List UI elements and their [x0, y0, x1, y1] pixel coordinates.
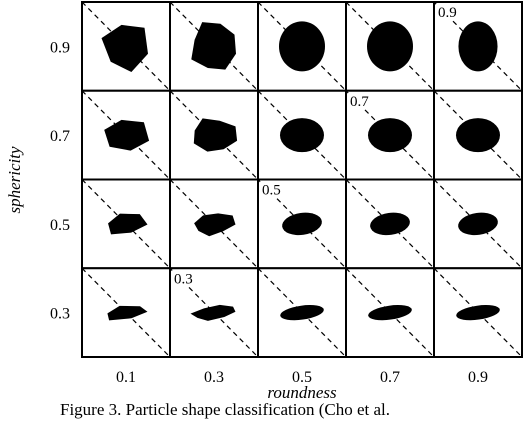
x-tick-label: 0.3 — [204, 369, 224, 386]
diagonal — [169, 90, 259, 180]
diagonal-label: 0.9 — [438, 5, 457, 21]
particle — [458, 21, 498, 72]
diagonal — [257, 267, 347, 358]
diagonal — [257, 1, 347, 92]
y-tick-label: 0.7 — [50, 128, 70, 145]
x-tick-label: 0.5 — [292, 369, 312, 386]
particle — [368, 118, 412, 153]
particle — [456, 118, 500, 153]
particle — [191, 22, 236, 70]
diagonal — [169, 1, 259, 92]
diagonal — [433, 267, 523, 358]
particle — [194, 213, 236, 237]
diagonal-label-bg — [348, 92, 374, 109]
diagonal — [81, 267, 171, 358]
diagonal — [345, 267, 435, 358]
particle — [458, 212, 498, 236]
diagonal — [345, 179, 435, 269]
diagonal-label-bg — [260, 181, 286, 198]
y-tick-label: 0.9 — [50, 39, 70, 56]
diagonal-label-bg — [436, 4, 462, 20]
diagonal — [257, 90, 347, 180]
diagonal — [433, 179, 523, 269]
y-tick-label: 0.3 — [50, 306, 70, 323]
x-axis-title: roundness — [267, 383, 337, 402]
particle — [107, 305, 148, 321]
particle — [104, 119, 150, 151]
x-tick-label: 0.9 — [468, 369, 488, 386]
y-tick-label: 0.5 — [50, 217, 70, 234]
particle — [279, 21, 325, 72]
diagonal-label: 0.5 — [262, 183, 281, 199]
particle — [108, 213, 148, 235]
particle — [190, 304, 236, 321]
y-axis-title: sphericity — [5, 146, 24, 213]
diagonal — [81, 1, 171, 92]
x-tick-label: 0.1 — [116, 369, 136, 386]
particle — [101, 24, 148, 72]
diagonal — [81, 179, 171, 269]
diagonal-label: 0.7 — [350, 94, 369, 110]
diagonal — [169, 179, 259, 269]
particle — [368, 305, 412, 321]
particle — [280, 305, 324, 321]
particle — [280, 118, 324, 153]
diagonal — [81, 90, 171, 180]
x-tick-label: 0.7 — [380, 369, 400, 386]
caption: Figure 3. Particle shape classification … — [60, 400, 390, 419]
particle — [193, 118, 238, 152]
particle — [370, 212, 410, 236]
particle — [282, 212, 322, 236]
diagonal-label: 0.3 — [174, 271, 193, 287]
diagonal — [433, 90, 523, 180]
diagonal-label-bg — [172, 270, 198, 287]
diagonal — [345, 1, 435, 92]
particle — [456, 305, 500, 321]
particle — [367, 21, 413, 72]
